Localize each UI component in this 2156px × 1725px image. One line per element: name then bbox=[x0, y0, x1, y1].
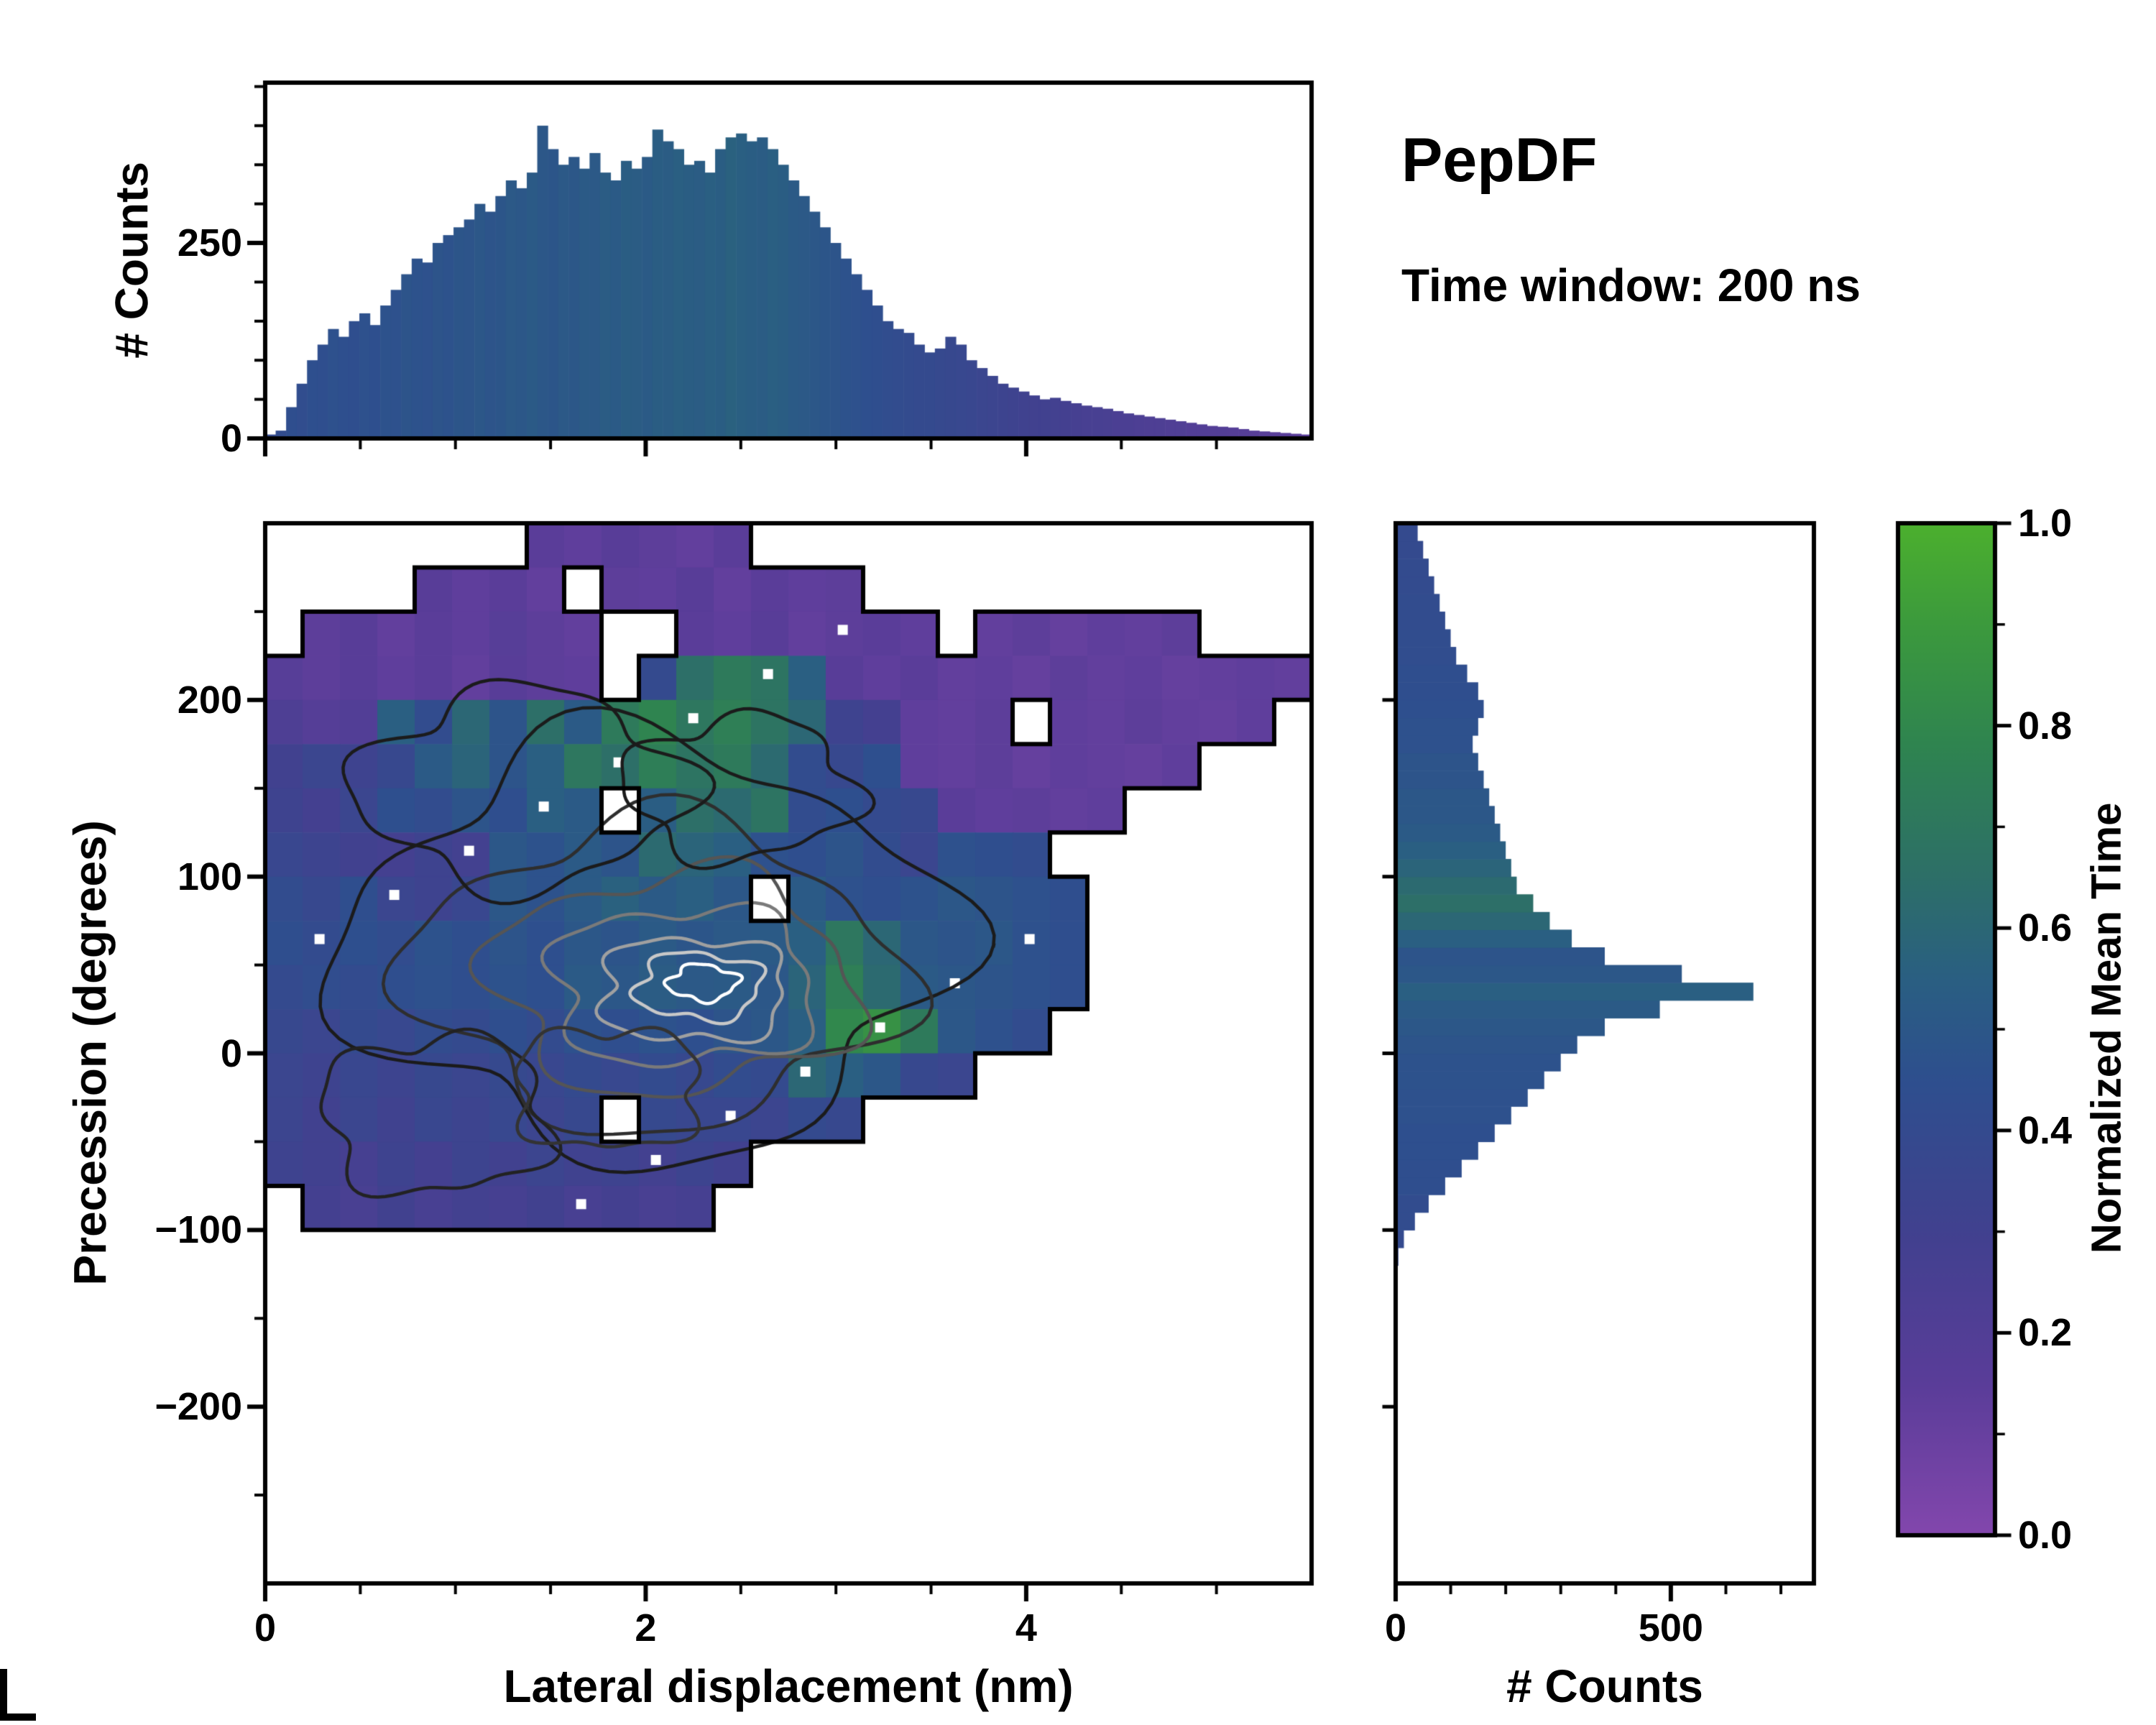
main-y-tick-label: 200 bbox=[177, 678, 242, 722]
top-hist-y-tick-label: 0 bbox=[220, 417, 242, 460]
colorbar-tick-label: 0.4 bbox=[2018, 1108, 2073, 1152]
colorbar-tick-label: 0.0 bbox=[2018, 1514, 2073, 1557]
right-hist-x-tick-label: 0 bbox=[1384, 1606, 1407, 1650]
main-x-tick-label: 0 bbox=[254, 1606, 277, 1650]
colorbar-tick-label: 0.8 bbox=[2018, 704, 2073, 748]
main-x-tick-label: 4 bbox=[1015, 1606, 1037, 1650]
top-hist-y-tick-label: 250 bbox=[177, 221, 242, 265]
main-y-tick-label: 0 bbox=[220, 1031, 242, 1075]
main-y-tick-label: −100 bbox=[155, 1208, 242, 1252]
time-window-label: Time window: 200 ns bbox=[1401, 259, 1861, 311]
main-y-tick-label: 100 bbox=[177, 855, 242, 898]
colorbar-tick-label: 0.6 bbox=[2018, 906, 2073, 950]
main-y-axis-label: Precession (degrees) bbox=[64, 820, 116, 1286]
main-x-tick-label: 2 bbox=[635, 1606, 657, 1650]
main-x-axis-label: Lateral displacement (nm) bbox=[503, 1660, 1074, 1712]
main-y-tick-label: −200 bbox=[155, 1385, 242, 1429]
colorbar-tick-label: 0.2 bbox=[2018, 1311, 2073, 1355]
top-hist-y-axis-label: # Counts bbox=[106, 161, 158, 359]
colorbar-label: Normalized Mean Time bbox=[2083, 802, 2130, 1254]
right-hist-x-tick-label: 500 bbox=[1638, 1606, 1703, 1650]
right-hist-x-axis-label: # Counts bbox=[1506, 1660, 1703, 1712]
corner-mark bbox=[0, 1669, 36, 1721]
colorbar-tick-label: 1.0 bbox=[2018, 502, 2073, 545]
figure-title: PepDF bbox=[1401, 126, 1598, 195]
